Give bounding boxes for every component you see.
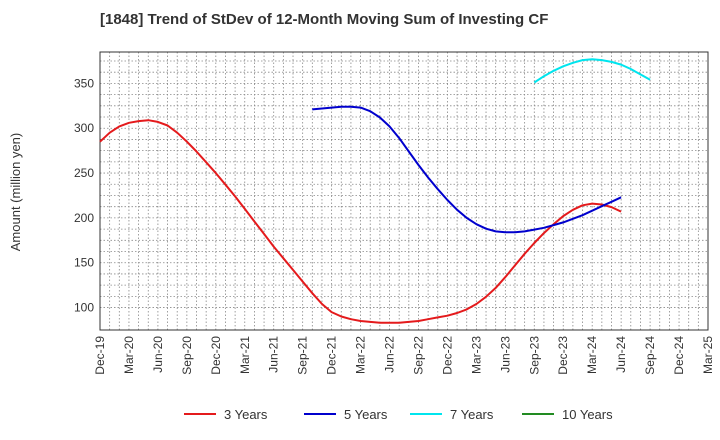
chart-title: [1848] Trend of StDev of 12-Month Moving… [100, 11, 548, 28]
x-tick-label: Mar-24 [585, 336, 599, 374]
legend-label-3-years: 3 Years [224, 407, 268, 422]
x-tick-label: Mar-25 [701, 336, 715, 374]
x-tick-label: Sep-21 [296, 336, 310, 375]
y-tick-label: 200 [74, 211, 94, 225]
x-tick-label: Dec-24 [672, 336, 686, 375]
x-tick-label: Mar-21 [238, 336, 252, 374]
series-line-3-years [99, 119, 622, 324]
y-axis: 100 150 200 250 300 350 [74, 76, 94, 314]
x-tick-label: Mar-23 [469, 336, 483, 374]
legend-label-5-years: 5 Years [344, 407, 388, 422]
legend-label-10-years: 10 Years [562, 407, 613, 422]
x-tick-label: Sep-22 [411, 336, 425, 375]
y-axis-label: Amount (million yen) [8, 133, 23, 252]
x-tick-label: Sep-20 [180, 336, 194, 375]
y-tick-label: 250 [74, 166, 94, 180]
grid [100, 52, 708, 330]
y-tick-label: 150 [74, 256, 94, 270]
legend: 3 Years 5 Years 7 Years 10 Years [184, 407, 613, 422]
x-tick-label: Sep-23 [527, 336, 541, 375]
legend-label-7-years: 7 Years [450, 407, 494, 422]
x-tick-label: Dec-21 [325, 336, 339, 375]
x-tick-label: Jun-24 [614, 336, 628, 373]
x-tick-label: Jun-22 [383, 336, 397, 373]
x-tick-label: Dec-19 [93, 336, 107, 375]
x-tick-label: Mar-20 [122, 336, 136, 374]
y-tick-label: 350 [74, 76, 94, 90]
x-tick-label: Sep-24 [643, 336, 657, 375]
x-tick-label: Jun-21 [267, 336, 281, 373]
plot-area [99, 51, 709, 331]
x-tick-label: Mar-22 [354, 336, 368, 374]
series-lines [99, 58, 651, 324]
x-tick-label: Jun-20 [151, 336, 165, 373]
x-axis: Dec-19 Mar-20 Jun-20 Sep-20 Dec-20 Mar-21 Jun-… [93, 336, 715, 375]
y-tick-label: 100 [74, 301, 94, 315]
x-tick-label: Dec-20 [209, 336, 223, 375]
series-line-7-years [533, 58, 651, 84]
x-tick-label: Dec-22 [440, 336, 454, 375]
x-tick-label: Dec-23 [556, 336, 570, 375]
y-tick-label: 300 [74, 121, 94, 135]
series-line-5-years [312, 105, 622, 234]
x-tick-label: Jun-23 [498, 336, 512, 373]
